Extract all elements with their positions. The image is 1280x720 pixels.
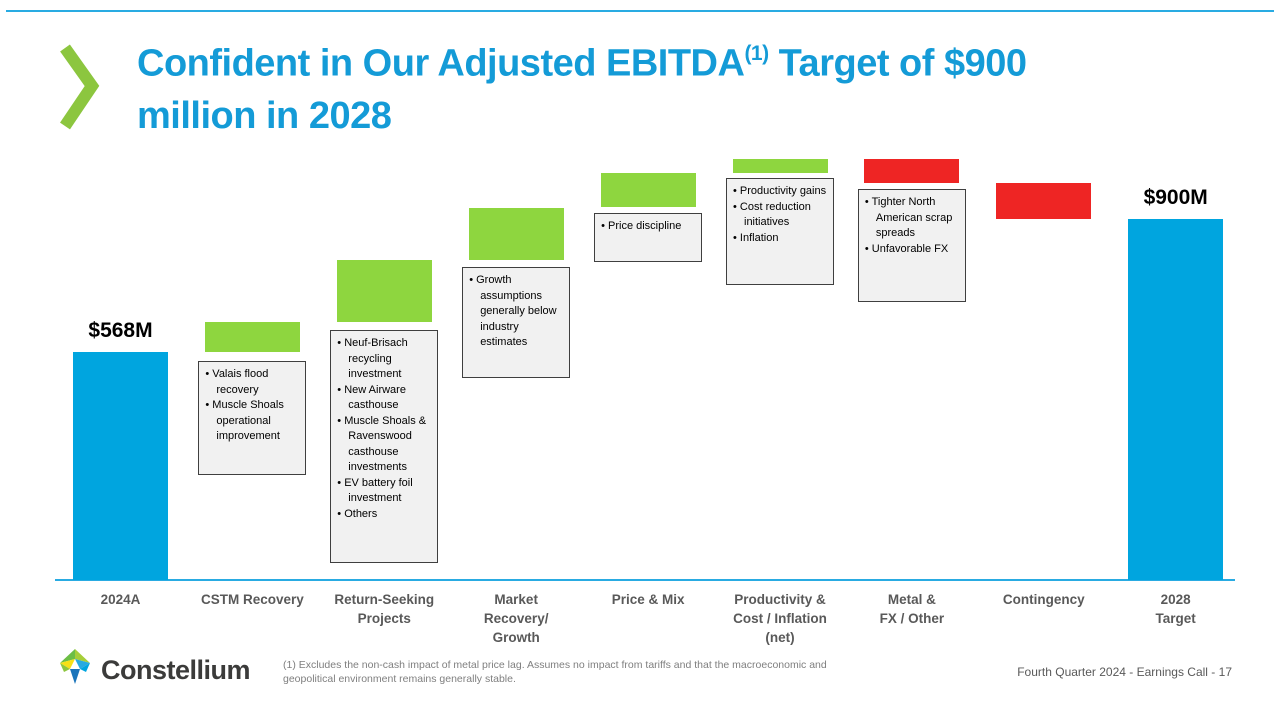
callout-bullet: • Productivity gains	[733, 185, 827, 197]
waterfall-bar-2024a	[73, 352, 168, 580]
category-label-contingency: Contingency	[1002, 592, 1085, 607]
waterfall-bar-productivity-cost-inflation-net	[732, 159, 828, 174]
slide-title-text: Confident in Our Adjusted EBITDA	[137, 42, 745, 85]
callout-bullet: • Tighter North American scrap spreads	[864, 196, 953, 239]
page-info: Fourth Quarter 2024 - Earnings Call - 17	[1017, 665, 1232, 679]
slide-title-text-2: Target of $900 million in 2028	[137, 42, 1027, 137]
callout-bullet: • Neuf-Brisach recycling investment	[337, 337, 408, 380]
value-label-2028-target: $900M	[1143, 185, 1208, 209]
waterfall-bar-metal-fx-other	[864, 159, 960, 184]
footnote-marker: (1)	[744, 42, 769, 65]
callout-bullet: • Cost reduction initiatives	[733, 200, 811, 229]
chevron-right-icon	[60, 44, 100, 130]
callout-market-recovery-growth: • Growth assumptions generally below ind…	[462, 267, 571, 378]
waterfall-bar-cstm-recovery	[204, 321, 300, 352]
waterfall-bar-contingency	[996, 183, 1092, 219]
top-accent-line	[6, 10, 1274, 12]
callout-return-seeking-projects: • Neuf-Brisach recycling investment • New…	[330, 330, 439, 563]
category-label-return-seeking-projects: Return-Seeking Projects	[334, 592, 435, 626]
category-label-2024a: 2024A	[100, 592, 141, 607]
waterfall-bar-return-seeking-projects	[336, 259, 432, 322]
callout-bullet: • Others	[337, 507, 378, 520]
callout-bullet: • EV battery foil investment	[337, 476, 413, 505]
constellium-logo: Constellium	[55, 648, 251, 692]
waterfall-bar-market-recovery-growth	[468, 207, 564, 260]
slide-title: Confident in Our Adjusted EBITDA(1) Targ…	[137, 30, 1227, 142]
callout-bullet: • Valais flood recovery	[205, 368, 269, 396]
footnote-text: (1) Excludes the non-cash impact of meta…	[283, 659, 827, 685]
category-label-productivity-cost-inflation-net: Productivity & Cost / Inflation (net)	[733, 592, 827, 645]
callout-bullet: • Growth assumptions generally below ind…	[469, 274, 557, 348]
callout-productivity-cost-inflation-net: • Productivity gains • Cost reduction ini…	[726, 178, 834, 285]
callout-bullet: • New Airware casthouse	[337, 383, 406, 412]
callout-bullet: • Inflation	[733, 231, 779, 244]
category-label-price-mix: Price & Mix	[611, 592, 685, 607]
callout-bullet: • Muscle Shoals & Ravenswood casthouse i…	[337, 414, 427, 474]
constellium-wordmark: Constellium	[101, 654, 251, 685]
category-label-2028-target: 2028 Target	[1155, 592, 1196, 626]
callout-cstm-recovery: • Valais flood recovery • Muscle Shoals o…	[198, 361, 307, 475]
callout-bullet: • Unfavorable FX	[864, 242, 949, 255]
value-label-2024a: $568M	[88, 319, 153, 342]
callout-price-mix: • Price discipline	[594, 213, 703, 262]
category-label-metal-fx-other: Metal & FX / Other	[879, 592, 945, 626]
x-axis-line	[55, 579, 1235, 581]
category-label-market-recovery-growth: Market Recovery/ Growth	[483, 592, 549, 645]
callout-bullet: • Price discipline	[601, 220, 682, 232]
waterfall-bar-2028-target	[1128, 218, 1224, 580]
category-label-cstm-recovery: CSTM Recovery	[200, 592, 304, 607]
constellium-logo-icon	[60, 649, 90, 684]
callout-bullet: • Muscle Shoals operational improvement	[205, 399, 284, 442]
callout-metal-fx-other: • Tighter North American scrap spreads • …	[857, 189, 966, 302]
waterfall-bar-price-mix	[600, 173, 696, 208]
